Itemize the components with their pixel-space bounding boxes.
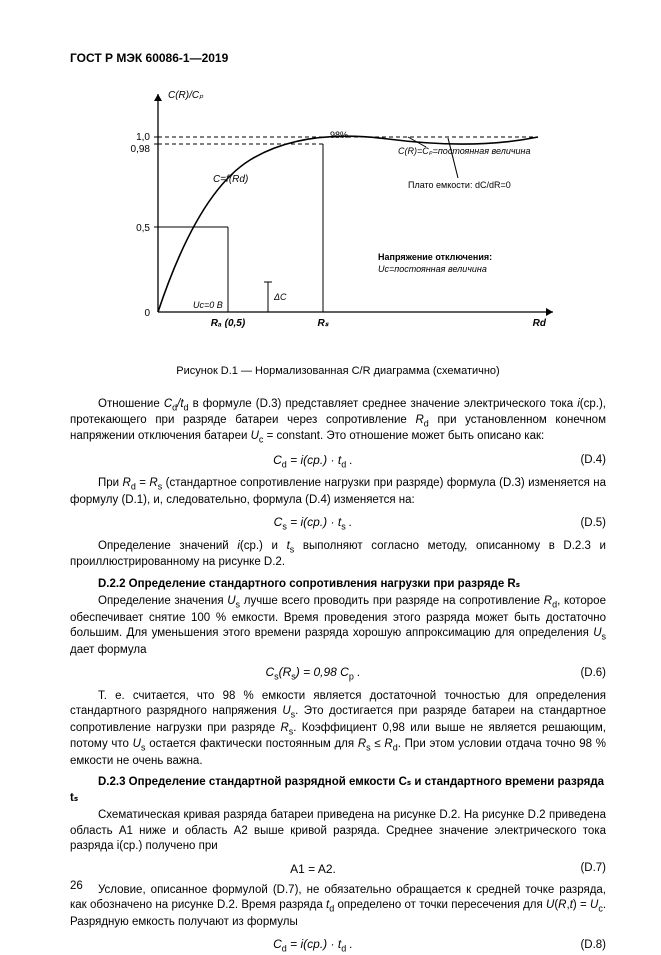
heading-d22: D.2.2 Определение стандартного сопротивл… (70, 577, 606, 593)
heading-d23: D.2.3 Определение стандартной разрядной … (70, 775, 606, 806)
eq-d7: A1 = A2. (D.7) (70, 861, 606, 877)
p7: Условие, описанное формулой (D.7), не об… (70, 883, 606, 930)
p6: Схематическая кривая разряда батареи при… (70, 808, 606, 855)
ytick-1: 1,0 (136, 132, 150, 143)
eq-d6-body: Cs(Rs) = 0,98 Cp . (232, 664, 394, 683)
figure-d1: 1,0 0,98 0,5 0 C(R)/Cₚ Rₐ (0,5) Rₛ Rd C=… (108, 82, 568, 358)
annot-voltage-2: Uc=постоянная величина (378, 264, 487, 274)
eq-d8-body: Cd = i(ср.) · td . (232, 936, 394, 955)
doc-header: ГОСТ Р МЭК 60086-1—2019 (70, 50, 606, 66)
p3: Определение значений i(ср.) и ts выполня… (70, 539, 606, 571)
ytick-098: 0,98 (131, 144, 151, 155)
eq-d5: Cs = i(ср.) · ts . (D.5) (70, 514, 606, 533)
chart-svg: 1,0 0,98 0,5 0 C(R)/Cₚ Rₐ (0,5) Rₛ Rd C=… (108, 82, 568, 352)
ytick-05: 0,5 (136, 223, 150, 234)
eq-d6-num: (D.6) (556, 666, 606, 682)
p1: Отношение Cd/td в формуле (D.3) представ… (70, 397, 606, 446)
eq-d8: Cd = i(ср.) · td . (D.8) (70, 936, 606, 955)
y-axis-label: C(R)/Cₚ (168, 90, 204, 101)
eq-d5-body: Cs = i(ср.) · ts . (232, 514, 394, 533)
eq-d5-num: (D.5) (556, 516, 606, 532)
eq-d8-num: (D.8) (556, 938, 606, 954)
xtick-rd05: Rₐ (0,5) (211, 318, 246, 329)
ytick-0: 0 (144, 308, 150, 319)
eq-d7-body: A1 = A2. (232, 861, 394, 877)
annot-plateau: Плато емкости: dC/dR=0 (408, 180, 511, 190)
annot-uc0: Uc=0 В (193, 300, 223, 310)
annot-98: 98% (330, 130, 348, 140)
eq-d4: Cd = i(ср.) · td . (D.4) (70, 452, 606, 471)
p4: Определение значения Us лучше всего пров… (70, 594, 606, 658)
xtick-rd: Rd (533, 318, 547, 329)
curve-label: C=f(Rd) (213, 174, 248, 185)
figure-caption: Рисунок D.1 — Нормализованная C/R диагра… (70, 364, 606, 379)
p5: Т. е. считается, что 98 % емкости являет… (70, 689, 606, 769)
eq-d4-num: (D.4) (556, 453, 606, 469)
xtick-rs: Rₛ (318, 318, 330, 329)
p2: При Rd = Rs (стандартное сопротивление н… (70, 476, 606, 508)
annot-voltage-1: Напряжение отключения: (378, 252, 492, 262)
eq-d6: Cs(Rs) = 0,98 Cp . (D.6) (70, 664, 606, 683)
eq-d4-body: Cd = i(ср.) · td . (232, 452, 394, 471)
page-number: 26 (70, 879, 83, 895)
annot-dc: ΔC (273, 292, 287, 302)
annot-crcp: C(R)=Cₚ=постоянная величина (398, 146, 530, 156)
eq-d7-num: (D.7) (556, 861, 606, 877)
